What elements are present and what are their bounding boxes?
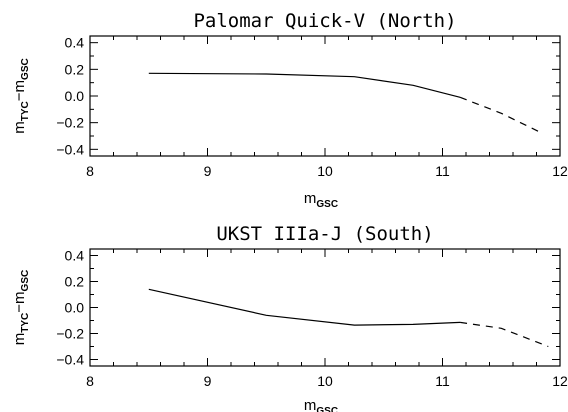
chart2-x-tick-label: 11 <box>435 373 450 389</box>
chart2-y-tick-label: 0.0 <box>65 300 85 316</box>
chart2-y-axis-label-sub-a: TYC <box>20 313 31 333</box>
chart1-y-axis-label: mTYC−mGSC <box>11 58 31 133</box>
chart2-x-tick-label: 12 <box>552 373 568 389</box>
chart1-series-solid-line <box>148 72 461 98</box>
chart1-panel: Palomar Quick-V (North)8 9 10 11 12−0.4−0.20… <box>11 10 568 210</box>
chart2-x-tick-label: 8 <box>86 373 94 389</box>
chart2-x-axis-label-main: m <box>304 397 317 412</box>
chart2-title: UKST IIIa-J (South) <box>216 223 433 245</box>
chart1-y-tick-label: 0.4 <box>65 35 85 51</box>
chart2-y-axis-label: mTYC−mGSC <box>11 270 31 345</box>
chart1-x-tick-label: 9 <box>204 163 212 179</box>
chart1-y-axis-label-sub-a: TYC <box>20 101 31 121</box>
chart1-y-axis-label-sub-b: GSC <box>20 58 31 80</box>
chart1-y-tick-label: −0.4 <box>56 141 84 157</box>
chart2-x-tick-label: 10 <box>317 373 333 389</box>
chart1-x-axis-label: mGSC <box>304 190 338 210</box>
chart2-y-tick-label: −0.4 <box>56 352 84 368</box>
chart1-x-tick-label: 8 <box>86 163 94 179</box>
chart2-y-tick-label: 0.4 <box>65 248 85 264</box>
chart1-y-axis-label-main-a: m <box>11 121 28 134</box>
chart1-y-axis-label-main-b: m <box>11 80 28 93</box>
chart1-plot-frame <box>89 35 561 157</box>
chart2-plot-frame <box>89 248 561 367</box>
chart1-y-tick-label: 0.2 <box>65 61 85 77</box>
chart2-y-tick-label: 0.2 <box>65 274 85 290</box>
chart2-x-tick-label: 9 <box>204 373 212 389</box>
chart1-x-tick-label: 12 <box>552 163 568 179</box>
chart1-title: Palomar Quick-V (North) <box>193 10 456 32</box>
chart2-series-dashed-line <box>460 321 549 348</box>
chart1-x-axis-label-subscript: GSC <box>316 199 338 210</box>
chart1-y-tick-label: −0.2 <box>56 115 84 131</box>
chart2-x-axis-label-subscript: GSC <box>316 406 338 412</box>
chart2-y-axis-label-sub-b: GSC <box>20 270 31 292</box>
chart1-x-axis-label-main: m <box>304 190 317 207</box>
chart2-y-axis-label-main-b: m <box>11 291 28 304</box>
chart1-y-axis-label-separator: − <box>11 92 28 101</box>
chart2-panel: UKST IIIa-J (South)8 9 10 11 12−0.4−0.20.00.… <box>11 223 568 412</box>
chart1-series-dashed-line <box>459 96 543 134</box>
chart2-y-axis-label-separator: − <box>11 304 28 313</box>
chart2-y-tick-label: −0.2 <box>56 326 84 342</box>
chart2-series-solid-line <box>148 288 461 326</box>
chart1-x-tick-label: 11 <box>435 163 450 179</box>
chart1-x-tick-label: 10 <box>317 163 333 179</box>
chart2-x-axis-label: mGSC <box>304 397 338 412</box>
chart1-y-tick-label: 0.0 <box>65 88 85 104</box>
chart2-y-axis-label-main-a: m <box>11 333 28 346</box>
